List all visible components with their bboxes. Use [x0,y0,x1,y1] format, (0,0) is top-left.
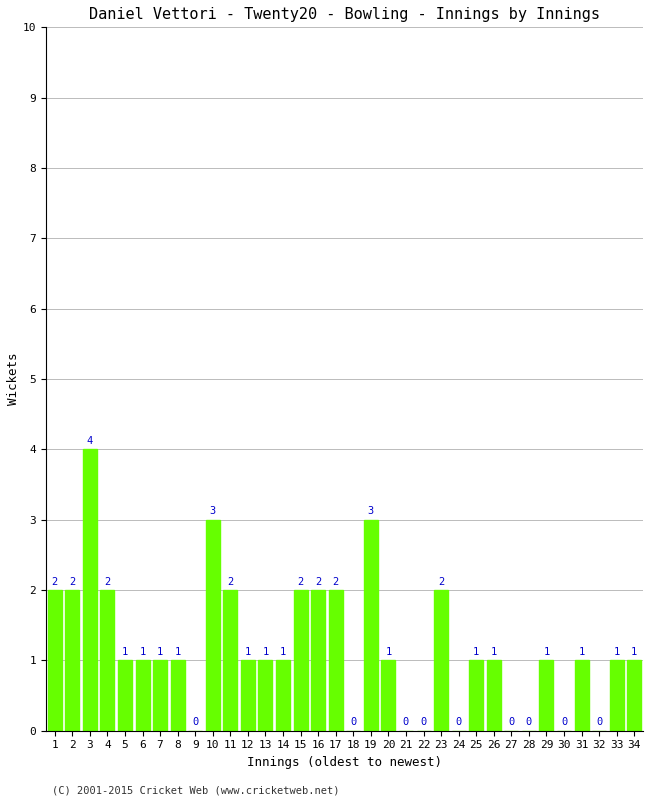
Text: 2: 2 [69,577,75,586]
Bar [487,661,501,730]
Bar [276,661,290,730]
Text: 1: 1 [157,647,163,657]
Text: 2: 2 [315,577,321,586]
Bar [65,590,79,730]
Text: 2: 2 [333,577,339,586]
Text: 1: 1 [139,647,146,657]
Bar [206,520,220,730]
Text: 1: 1 [385,647,391,657]
Bar [364,520,378,730]
Text: 4: 4 [86,436,93,446]
Text: 0: 0 [508,718,514,727]
Text: 1: 1 [614,647,620,657]
Text: 1: 1 [578,647,585,657]
Text: 2: 2 [104,577,110,586]
Text: 0: 0 [403,718,409,727]
Bar [153,661,167,730]
Text: 0: 0 [561,718,567,727]
X-axis label: Innings (oldest to newest): Innings (oldest to newest) [247,756,442,769]
Text: 1: 1 [122,647,128,657]
Text: 0: 0 [596,718,603,727]
Y-axis label: Wickets: Wickets [7,353,20,406]
Text: 1: 1 [543,647,550,657]
Bar [329,590,343,730]
Text: 0: 0 [456,718,462,727]
Text: 1: 1 [263,647,268,657]
Bar [135,661,150,730]
Bar [434,590,448,730]
Text: 3: 3 [210,506,216,516]
Bar [241,661,255,730]
Bar [540,661,554,730]
Text: 0: 0 [350,718,356,727]
Bar [47,590,62,730]
Text: 3: 3 [368,506,374,516]
Bar [311,590,325,730]
Bar [575,661,589,730]
Bar [259,661,272,730]
Bar [294,590,307,730]
Bar [100,590,114,730]
Bar [610,661,624,730]
Bar [627,661,642,730]
Text: 1: 1 [491,647,497,657]
Bar [224,590,237,730]
Text: (C) 2001-2015 Cricket Web (www.cricketweb.net): (C) 2001-2015 Cricket Web (www.cricketwe… [52,786,339,795]
Bar [469,661,483,730]
Text: 2: 2 [438,577,444,586]
Text: 1: 1 [473,647,479,657]
Bar [382,661,395,730]
Bar [171,661,185,730]
Bar [118,661,132,730]
Text: 1: 1 [175,647,181,657]
Text: 1: 1 [245,647,251,657]
Text: 0: 0 [421,718,426,727]
Text: 0: 0 [192,718,198,727]
Text: 1: 1 [631,647,638,657]
Text: 2: 2 [227,577,233,586]
Text: 2: 2 [298,577,304,586]
Text: 1: 1 [280,647,286,657]
Bar [83,450,97,730]
Text: 0: 0 [526,718,532,727]
Text: 2: 2 [51,577,58,586]
Title: Daniel Vettori - Twenty20 - Bowling - Innings by Innings: Daniel Vettori - Twenty20 - Bowling - In… [89,7,600,22]
